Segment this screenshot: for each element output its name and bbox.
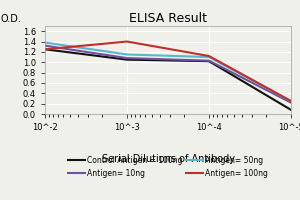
Antigen= 10ng [207,59,211,62]
Control Antigen = 100ng [289,109,293,111]
Line: Antigen= 100ng: Antigen= 100ng [45,42,291,101]
Antigen= 100ng [125,40,129,43]
Antigen= 10ng [289,101,293,104]
Antigen= 50ng [43,41,47,44]
Control Antigen = 100ng [207,60,211,62]
X-axis label: Serial Dilutions of Antibody: Serial Dilutions of Antibody [101,154,235,164]
Antigen= 100ng [289,100,293,102]
Antigen= 100ng [43,48,47,50]
Antigen= 50ng [125,53,129,56]
Antigen= 50ng [289,100,293,102]
Control Antigen = 100ng [43,48,47,50]
Y-axis label: O.D.: O.D. [0,14,21,24]
Line: Control Antigen = 100ng: Control Antigen = 100ng [45,49,291,110]
Title: ELISA Result: ELISA Result [129,12,207,25]
Antigen= 50ng [207,56,211,58]
Line: Antigen= 50ng: Antigen= 50ng [45,43,291,101]
Antigen= 10ng [43,44,47,47]
Legend: Control Antigen = 100ng, Antigen= 10ng, Antigen= 50ng, Antigen= 100ng: Control Antigen = 100ng, Antigen= 10ng, … [65,153,271,181]
Line: Antigen= 10ng: Antigen= 10ng [45,46,291,103]
Control Antigen = 100ng [125,58,129,61]
Antigen= 100ng [207,55,211,57]
Antigen= 10ng [125,57,129,59]
